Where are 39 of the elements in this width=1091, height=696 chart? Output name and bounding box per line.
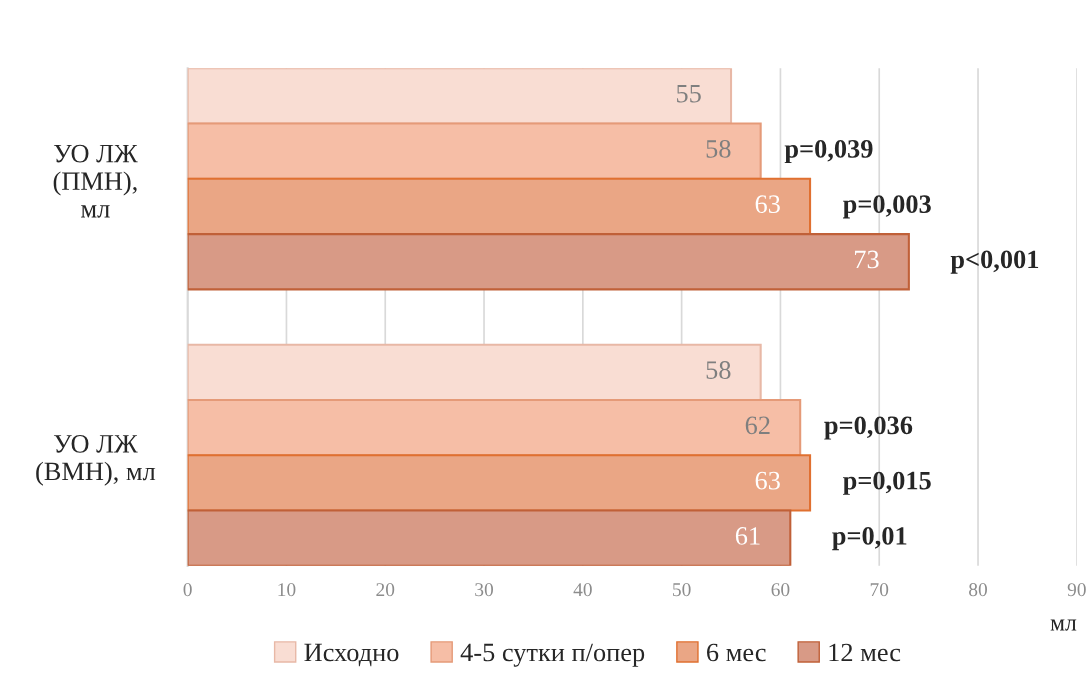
x-axis-title: мл [1050, 619, 1077, 631]
x-tick-label: 10 [278, 583, 296, 597]
x-tick-label: 80 [969, 583, 987, 597]
y-tick-label: УО ЛЖ (ПМН), мл [53, 144, 138, 218]
x-tick-label: 60 [771, 583, 790, 597]
bar [187, 68, 733, 125]
annotation: p<0,001 [950, 250, 1039, 274]
annotation: p=0,01 [832, 527, 907, 551]
y-tick-label: УО ЛЖ (ВМН), мл [36, 434, 156, 486]
data-label: 63 [755, 471, 780, 490]
bar [187, 398, 802, 457]
data-label: 61 [735, 527, 760, 545]
annotation: p=0,015 [843, 471, 931, 495]
data-label: 58 [706, 139, 731, 158]
legend-label: 12 мес [829, 643, 901, 662]
data-label: 55 [677, 84, 701, 103]
legend-label: 4-5 сутки п/опер [460, 643, 645, 667]
x-tick-label: 50 [673, 583, 691, 597]
annotation: p=0,036 [824, 416, 913, 440]
data-label: 73 [855, 250, 879, 269]
bar [187, 454, 812, 512]
x-tick-label: 20 [376, 583, 395, 597]
annotation: p=0,039 [784, 139, 873, 164]
legend-label: 6 мес [707, 643, 766, 662]
bar [187, 122, 762, 180]
x-tick-label: 0 [183, 583, 192, 597]
x-tick-label: 70 [870, 583, 889, 597]
bar [187, 343, 762, 402]
x-tick-label: 40 [573, 583, 592, 597]
annotation: p=0,003 [843, 195, 931, 219]
x-tick-label: 30 [475, 583, 494, 597]
legend-label: Исходно [304, 643, 399, 667]
bar [187, 233, 910, 291]
bar [187, 177, 812, 236]
data-label: 63 [755, 195, 780, 214]
x-tick-label: 90 [1067, 583, 1086, 597]
data-label: 62 [745, 416, 770, 435]
data-label: 58 [706, 361, 731, 379]
bar [187, 509, 792, 566]
